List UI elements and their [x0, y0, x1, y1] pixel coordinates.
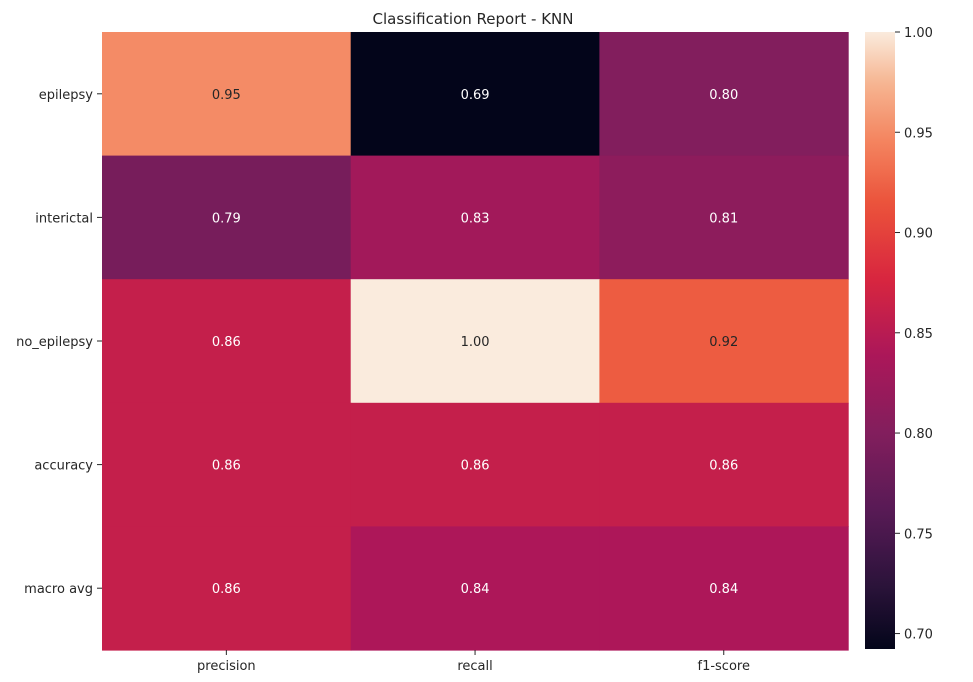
- colorbar-gradient: [865, 32, 895, 649]
- cell-value-label: 0.86: [212, 582, 241, 597]
- heatmap-cell: [102, 402, 352, 527]
- colorbar-tick-label: 0.80: [904, 427, 933, 442]
- colorbar-tick-label: 0.75: [904, 527, 933, 542]
- column-tick-labels: precision recall f1-score: [197, 650, 750, 674]
- heatmap-cell: [599, 155, 849, 280]
- chart-title: Classification Report - KNN: [373, 10, 574, 28]
- colorbar-tick-label: 0.95: [904, 126, 933, 141]
- cell-value-label: 0.84: [709, 582, 738, 597]
- cell-value-label: 0.84: [461, 582, 490, 597]
- heatmap-cell: [350, 402, 600, 527]
- row-tick-label: interictal: [35, 211, 93, 226]
- heatmap-cell: [599, 32, 849, 157]
- row-tick-labels: epilepsy interictal no_epilepsy accuracy mac…: [16, 88, 102, 597]
- heatmap-cells: 0.95 0.69 0.80 0.79 0.83 0.81 0.86 1.00 0.92 0.86…: [102, 32, 849, 651]
- colorbar: 0.70 0.75 0.80 0.85 0.90 0.95 1.00: [865, 26, 933, 649]
- cell-value-label: 0.86: [212, 335, 241, 350]
- row-tick-label: epilepsy: [39, 88, 93, 103]
- colorbar-tick-label: 0.85: [904, 327, 933, 342]
- heatmap-cell: [102, 32, 352, 157]
- column-tick-label: recall: [457, 659, 492, 674]
- heatmap-cell: [350, 155, 600, 280]
- row-tick-label: macro avg: [24, 582, 93, 597]
- heatmap-cell: [102, 155, 352, 280]
- heatmap-cell: [599, 279, 849, 404]
- cell-value-label: 0.95: [212, 88, 241, 103]
- cell-value-label: 1.00: [461, 335, 490, 350]
- cell-value-label: 0.86: [212, 459, 241, 474]
- colorbar-tick-label: 0.70: [904, 628, 933, 643]
- column-tick-label: f1-score: [698, 659, 750, 674]
- heatmap-cell: [102, 526, 352, 651]
- cell-value-label: 0.92: [709, 335, 738, 350]
- heatmap-cell: [350, 526, 600, 651]
- heatmap-cell: [102, 279, 352, 404]
- cell-value-label: 0.79: [212, 211, 241, 226]
- cell-value-label: 0.86: [709, 459, 738, 474]
- row-tick-label: accuracy: [34, 459, 93, 474]
- heatmap-cell: [599, 526, 849, 651]
- colorbar-tick-label: 1.00: [904, 26, 933, 41]
- heatmap-cell: [599, 402, 849, 527]
- cell-value-label: 0.80: [709, 88, 738, 103]
- cell-value-label: 0.81: [709, 211, 738, 226]
- cell-value-label: 0.69: [461, 88, 490, 103]
- cell-value-label: 0.83: [461, 211, 490, 226]
- column-tick-label: precision: [197, 659, 256, 674]
- row-tick-label: no_epilepsy: [16, 335, 93, 350]
- cell-value-label: 0.86: [461, 459, 490, 474]
- colorbar-tick-label: 0.90: [904, 227, 933, 242]
- heatmap-cell: [350, 279, 600, 404]
- heatmap-cell: [350, 32, 600, 157]
